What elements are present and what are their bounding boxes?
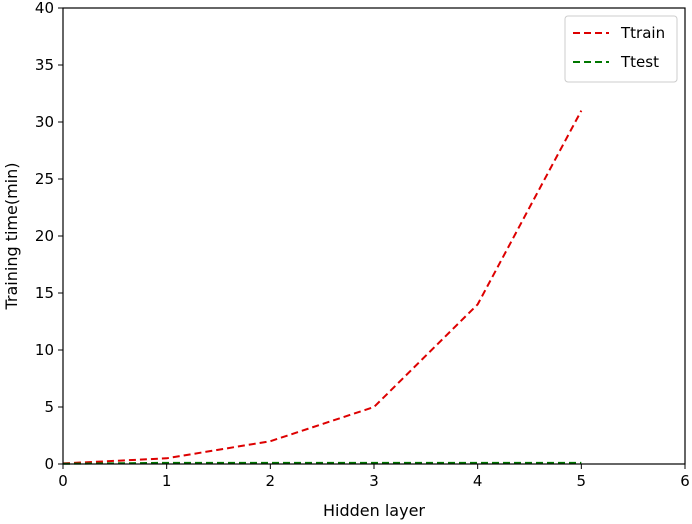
x-tick-label: 5 [577,472,587,490]
y-axis-ticks: 0 5 10 15 20 25 30 35 40 [35,0,63,473]
y-axis-title: Training time(min) [2,162,21,310]
legend: Ttrain Ttest [564,15,678,83]
series-line-ttest [62,461,582,465]
legend-label-ttest: Ttest [620,53,659,71]
y-tick-label: 25 [35,170,54,188]
x-tick-label: 4 [473,472,483,490]
legend-label-ttrain: Ttrain [620,24,665,42]
series-lines [62,110,583,465]
plot-area-frame [62,7,686,465]
series-line-ttrain [62,110,583,465]
y-tick-label: 10 [35,341,54,359]
y-tick-label: 15 [35,284,54,302]
y-tick-label: 30 [35,113,54,131]
y-tick-label: 5 [44,398,54,416]
y-tick-label: 35 [35,56,54,74]
x-tick-label: 6 [680,472,690,490]
x-tick-label: 0 [58,472,68,490]
legend-frame [564,15,678,83]
x-axis-title: Hidden layer [323,501,425,520]
x-tick-label: 1 [162,472,172,490]
y-tick-label: 40 [35,0,54,17]
y-tick-label: 20 [35,227,54,245]
x-axis-ticks: 0 1 2 3 4 5 6 [58,464,690,490]
x-tick-label: 3 [369,472,379,490]
y-tick-label: 0 [44,455,54,473]
x-tick-label: 2 [266,472,276,490]
